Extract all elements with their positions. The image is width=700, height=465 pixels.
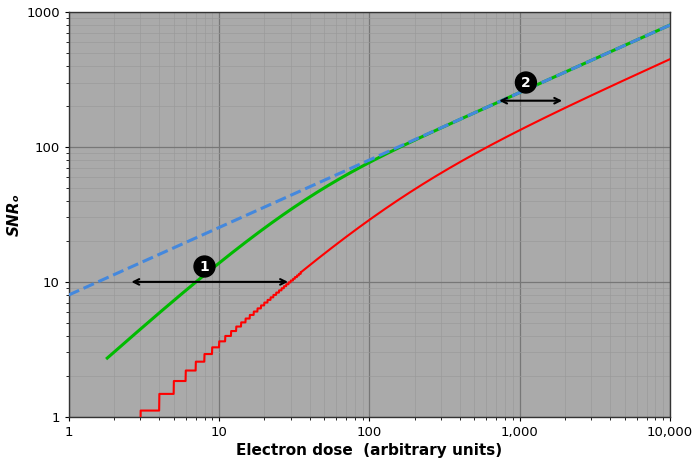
Text: 2: 2 [521, 75, 531, 90]
X-axis label: Electron dose  (arbitrary units): Electron dose (arbitrary units) [237, 443, 503, 458]
Text: 1: 1 [199, 259, 209, 273]
Y-axis label: SNRₒ: SNRₒ [7, 193, 22, 236]
